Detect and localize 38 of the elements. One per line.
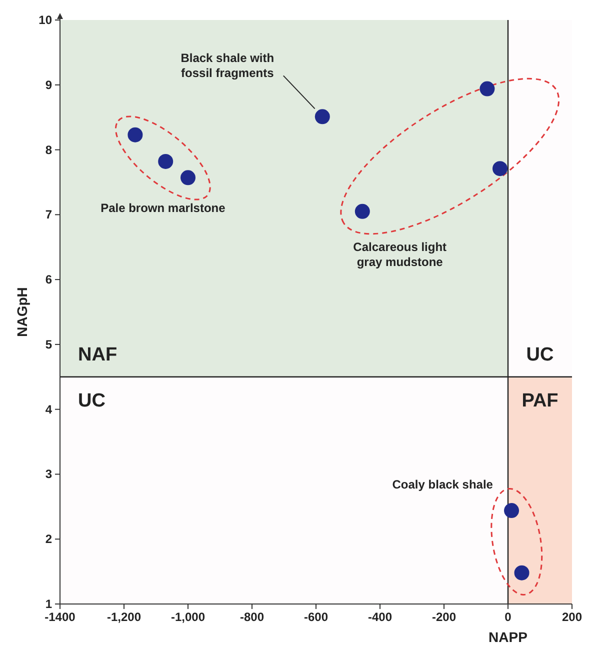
- series-label: Calcareous light gray mudstone: [353, 240, 447, 269]
- y-axis-title: NAGpH: [14, 287, 30, 337]
- annotation: PAF: [522, 390, 558, 412]
- x-tick-label: -1,200: [106, 610, 142, 624]
- x-tick-label: -600: [304, 610, 328, 624]
- y-tick-label: 1: [45, 597, 52, 611]
- x-tick-label: -400: [368, 610, 392, 624]
- point: [480, 81, 495, 96]
- point: [354, 204, 370, 219]
- y-tick-label: 9: [45, 78, 52, 92]
- point: [158, 154, 174, 169]
- x-tick-label: 200: [562, 610, 582, 624]
- y-tick-label: 3: [45, 467, 52, 482]
- point: [180, 170, 196, 186]
- annotation: UC: [78, 390, 106, 412]
- text: Black shale with fossil fragments: [180, 51, 274, 80]
- x-tick-label: -1400: [44, 610, 76, 624]
- x-tick-label: 0: [504, 610, 512, 624]
- x-tick-label: -800: [240, 610, 264, 624]
- y-tick-label: 8: [45, 142, 52, 157]
- point: [492, 161, 508, 176]
- annotation: NAF: [78, 344, 118, 366]
- x-axis-title: NAPP: [488, 629, 528, 645]
- y-tick-label: 6: [45, 272, 52, 287]
- point: [514, 565, 530, 580]
- y-tick-label: 10: [38, 13, 52, 27]
- x-tick-label: -200: [432, 610, 456, 624]
- text: Pale brown marlstone: [100, 200, 226, 215]
- point: [504, 503, 520, 518]
- x-tick-label: -1,000: [170, 610, 206, 624]
- y-tick-label: 2: [45, 532, 52, 546]
- y-tick-label: 5: [45, 337, 52, 352]
- y-tick-label: 4: [45, 402, 52, 416]
- point: [314, 109, 330, 124]
- series-label: Coaly black shale: [392, 478, 494, 492]
- annotation: UC: [526, 344, 554, 366]
- point: [128, 127, 143, 142]
- y-tick-label: 7: [45, 208, 52, 222]
